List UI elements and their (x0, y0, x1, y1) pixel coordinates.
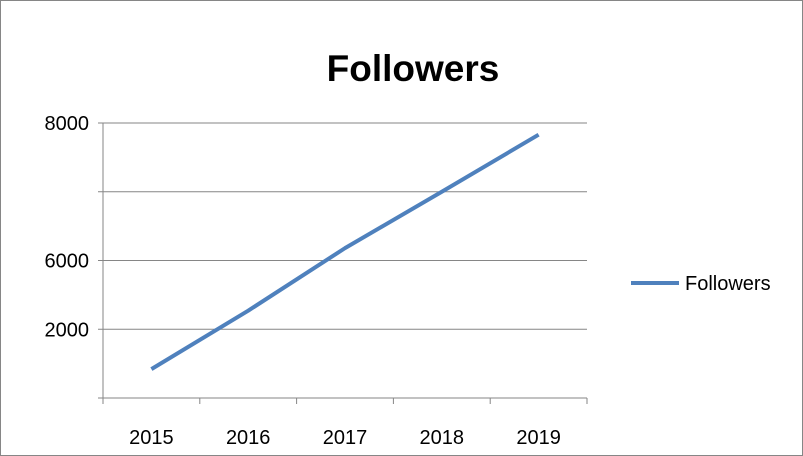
tick-labels: 8000 6000 2000 2015 2016 2017 2018 2019 (45, 113, 561, 449)
legend-label: Followers (685, 273, 771, 295)
x-tick-label: 2016 (226, 427, 271, 449)
axes (98, 122, 588, 404)
legend: Followers (631, 273, 771, 295)
x-tick-label: 2019 (516, 427, 561, 449)
y-tick-label: 8000 (45, 113, 90, 135)
chart-title: Followers (327, 48, 500, 89)
x-tick-label: 2018 (420, 427, 465, 449)
y-tick-label: 6000 (45, 251, 90, 273)
series-lines (150, 132, 540, 371)
gridlines (103, 122, 587, 330)
series-line (150, 132, 540, 371)
y-tick-label: 2000 (45, 319, 90, 341)
x-tick-label: 2015 (129, 427, 174, 449)
x-tick-label: 2017 (323, 427, 368, 449)
